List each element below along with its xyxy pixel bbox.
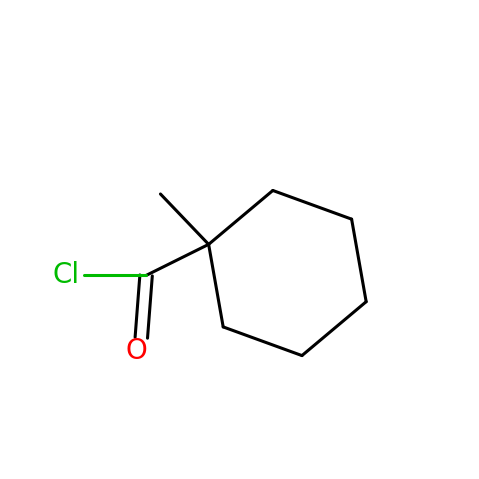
Text: Cl: Cl [53, 262, 80, 289]
Text: O: O [125, 337, 148, 365]
